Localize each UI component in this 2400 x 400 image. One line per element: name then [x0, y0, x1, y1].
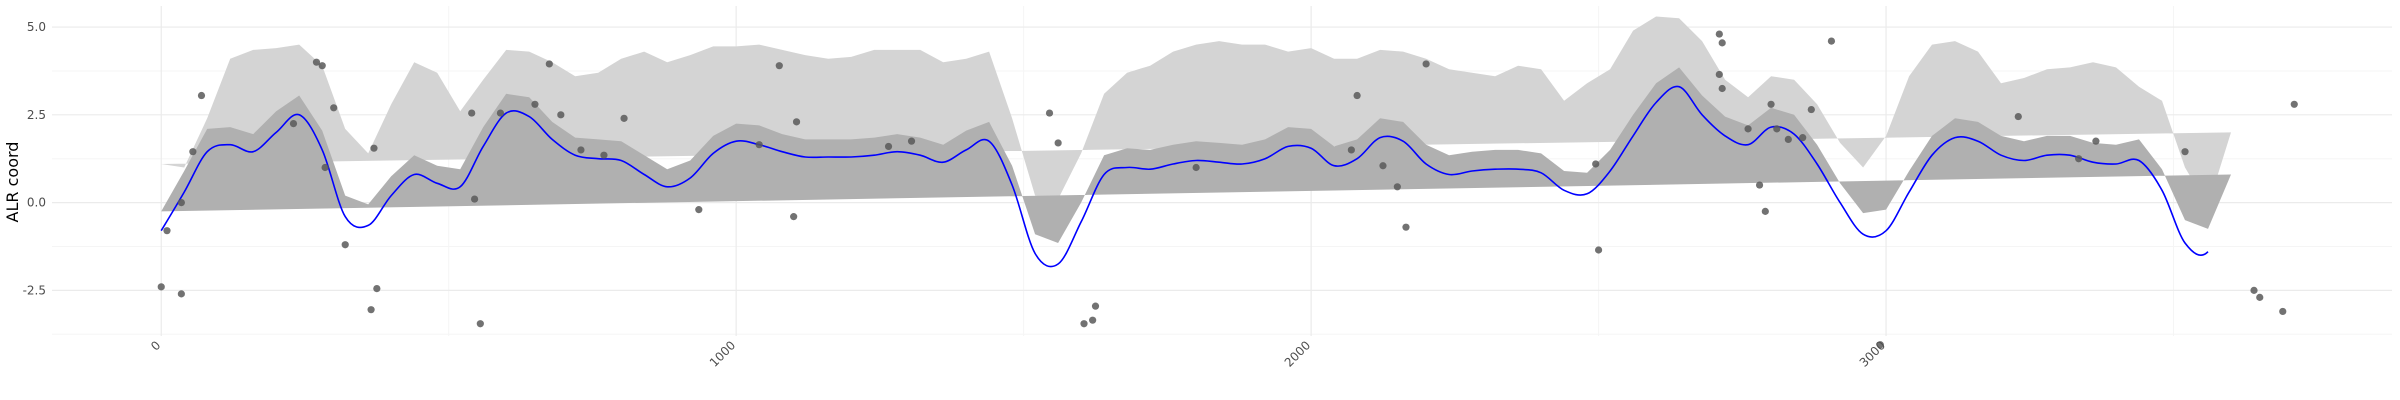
data-point: [163, 227, 171, 235]
data-point: [1715, 30, 1723, 38]
data-point: [2075, 155, 2083, 163]
data-point: [367, 306, 375, 314]
data-point: [1827, 37, 1836, 45]
data-point: [2256, 293, 2264, 301]
data-point: [177, 198, 185, 207]
data-point: [289, 120, 298, 128]
data-point: [1353, 91, 1361, 100]
data-point: [370, 144, 378, 152]
data-point: [1744, 125, 1752, 133]
data-point: [1718, 39, 1726, 47]
data-point: [2181, 148, 2189, 156]
data-point: [373, 285, 381, 293]
data-point: [1876, 341, 1884, 349]
x-tick-label: 0: [148, 338, 163, 353]
data-point: [341, 241, 349, 249]
data-point: [321, 163, 329, 172]
data-point: [1761, 207, 1769, 215]
data-point: [1393, 183, 1401, 191]
data-point: [312, 58, 321, 66]
data-point: [1402, 223, 1410, 231]
y-tick-label: 0.0: [27, 196, 46, 210]
data-point: [1091, 302, 1100, 310]
data-point: [790, 213, 798, 221]
data-point: [1192, 163, 1200, 172]
data-point: [557, 111, 565, 119]
data-point: [1379, 162, 1387, 170]
data-point: [1347, 146, 1355, 154]
data-point: [2290, 100, 2298, 108]
data-point: [1080, 320, 1088, 328]
data-point: [1755, 181, 1764, 189]
y-axis-tick-labels: -2.5 0.0 2.5 5.0: [23, 20, 46, 297]
data-point: [1718, 84, 1726, 93]
data-point: [1089, 316, 1097, 324]
x-tick-label: 1000: [707, 338, 738, 369]
data-point: [470, 195, 479, 203]
data-point: [2250, 286, 2258, 294]
x-tick-label: 3000: [1857, 338, 1888, 369]
data-point: [177, 290, 185, 298]
data-point: [577, 146, 585, 154]
data-point: [496, 109, 505, 117]
y-axis-title: ALR coord: [3, 142, 22, 223]
inner-confidence-band: [161, 67, 2232, 244]
data-point: [2092, 137, 2100, 145]
data-point: [1807, 105, 1815, 114]
data-point: [531, 100, 539, 108]
data-point: [197, 91, 206, 100]
data-point: [2279, 307, 2287, 316]
data-point: [1784, 135, 1792, 144]
data-point: [1592, 160, 1600, 168]
data-point: [1045, 109, 1054, 117]
data-point: [189, 148, 197, 156]
observation-points: [157, 30, 2298, 349]
data-point: [620, 114, 628, 122]
data-point: [468, 109, 476, 117]
data-point: [157, 283, 165, 291]
data-point: [476, 320, 484, 328]
data-point: [1715, 70, 1723, 79]
data-point: [1799, 134, 1807, 142]
x-axis-tick-labels: 0 1000 2000 3000: [148, 338, 1888, 369]
data-point: [755, 141, 763, 149]
data-point: [1594, 246, 1603, 254]
data-point: [1767, 100, 1775, 108]
data-point: [330, 104, 338, 112]
outer-confidence-band: [161, 16, 2232, 207]
y-tick-label: 2.5: [27, 108, 46, 122]
data-point: [2014, 112, 2022, 121]
y-tick-label: 5.0: [27, 20, 46, 34]
data-point: [1422, 60, 1430, 68]
data-point: [792, 118, 801, 126]
data-point: [600, 151, 608, 159]
data-point: [545, 60, 553, 68]
y-tick-label: -2.5: [23, 283, 46, 297]
data-point: [775, 62, 783, 70]
x-tick-label: 2000: [1282, 338, 1313, 369]
mean-trend-line: [160, 85, 2209, 268]
data-point: [318, 62, 326, 70]
data-point: [907, 137, 916, 145]
data-point: [884, 142, 893, 151]
data-point: [695, 206, 703, 214]
data-point: [1054, 139, 1062, 147]
data-point: [1773, 125, 1781, 133]
